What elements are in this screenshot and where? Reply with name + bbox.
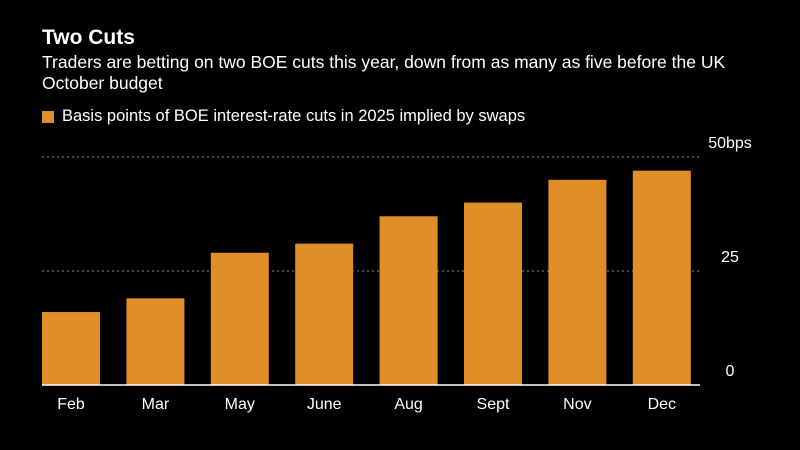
legend-label: Basis points of BOE interest-rate cuts i…	[62, 107, 526, 125]
chart-title: Two Cuts	[42, 26, 135, 49]
x-tick-label: Feb	[57, 396, 85, 413]
x-axis-ticks: Feb Mar May June Aug Sept Nov Dec	[57, 396, 676, 413]
x-tick-label: Aug	[394, 396, 422, 413]
bar-dec	[632, 170, 691, 385]
bar-mar	[126, 298, 185, 385]
y-tick-label: 25	[721, 249, 739, 266]
bar-feb	[42, 312, 100, 385]
x-tick-label: June	[307, 396, 342, 413]
bar-aug	[379, 216, 438, 385]
x-tick-label: May	[225, 396, 255, 413]
bar-may	[210, 252, 269, 385]
bar-sept	[464, 202, 522, 385]
legend-swatch	[42, 110, 54, 123]
x-tick-label: Sept	[477, 396, 510, 413]
y-axis-ticks: 0 25 50bps	[708, 135, 752, 380]
x-tick-label: Nov	[563, 396, 591, 413]
y-tick-label: 50bps	[708, 135, 752, 152]
chart-subtitle: Traders are betting on two BOE cuts this…	[42, 52, 726, 93]
bar-june	[295, 243, 354, 385]
x-tick-label: Mar	[142, 396, 170, 413]
legend: Basis points of BOE interest-rate cuts i…	[42, 107, 525, 126]
bar-nov	[548, 179, 607, 385]
bars	[42, 170, 691, 385]
x-tick-label: Dec	[648, 396, 676, 413]
y-tick-label: 0	[726, 363, 735, 380]
